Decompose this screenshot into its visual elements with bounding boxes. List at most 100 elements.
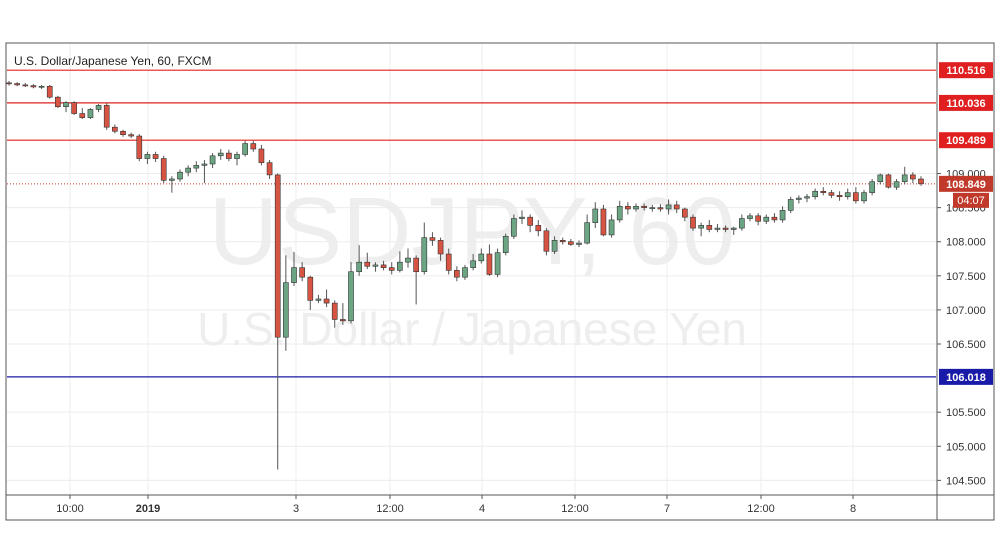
candle[interactable] [918,176,924,186]
candle[interactable] [893,179,900,190]
candle[interactable] [299,262,305,282]
candle[interactable] [413,255,419,305]
candle[interactable] [242,140,248,157]
candle[interactable] [861,189,867,204]
candle[interactable] [470,254,476,271]
candle[interactable] [144,151,151,164]
candle[interactable] [747,213,753,222]
candle[interactable] [462,264,468,280]
candle[interactable] [551,236,558,254]
candle[interactable] [274,173,281,470]
candle[interactable] [559,237,566,245]
candle[interactable] [234,151,240,166]
candles-layer[interactable] [6,80,924,470]
candle[interactable] [568,239,574,246]
candle[interactable] [690,214,696,231]
candle[interactable] [405,248,411,268]
candle[interactable] [437,237,444,261]
candle[interactable] [79,108,86,119]
candle[interactable] [844,188,851,200]
candle[interactable] [388,262,395,275]
candle[interactable] [633,203,639,212]
candle[interactable] [502,233,509,256]
candle[interactable] [217,149,224,160]
candle[interactable] [576,240,582,248]
candle[interactable] [323,289,330,308]
candle[interactable] [584,214,590,245]
candle[interactable] [226,149,232,162]
candle[interactable] [348,262,354,324]
candle[interactable] [511,214,517,239]
candle[interactable] [103,103,110,130]
candle[interactable] [486,244,493,276]
candle[interactable] [608,214,615,238]
candle[interactable] [201,159,208,184]
candle[interactable] [87,108,94,119]
time-axis[interactable]: 10:00 2019 3 12:00 4 12:00 7 12:00 8 [56,495,856,515]
candle[interactable] [160,155,167,184]
candle[interactable] [46,84,53,99]
candle[interactable] [169,176,175,193]
candle[interactable] [478,248,485,264]
candle[interactable] [730,226,737,235]
candle[interactable] [649,204,656,212]
candle[interactable] [55,95,61,109]
candle[interactable] [543,228,550,256]
candle[interactable] [592,202,599,229]
candle[interactable] [828,189,835,199]
candle[interactable] [714,224,721,233]
candle[interactable] [869,179,875,196]
candle[interactable] [266,159,273,179]
candle[interactable] [14,82,20,87]
candle[interactable] [38,84,45,89]
candle[interactable] [616,200,623,223]
candle[interactable] [779,206,786,223]
candle[interactable] [331,300,338,328]
candle[interactable] [128,132,134,139]
candle[interactable] [283,255,289,351]
candle[interactable] [641,203,647,211]
candle[interactable] [372,262,379,272]
candle[interactable] [209,153,216,169]
candle[interactable] [397,251,403,273]
candle[interactable] [698,222,704,237]
candle[interactable] [885,173,892,189]
candle[interactable] [421,222,428,275]
candle[interactable] [901,166,908,185]
candle[interactable] [519,210,525,224]
candle[interactable] [771,213,778,223]
candle[interactable] [95,104,102,113]
candle[interactable] [657,204,664,212]
candle[interactable] [250,140,257,152]
candle[interactable] [364,252,371,269]
candle[interactable] [380,260,387,271]
candle[interactable] [494,248,501,278]
candle[interactable] [258,144,265,166]
candle[interactable] [796,195,802,204]
candle[interactable] [877,173,884,185]
candle[interactable] [600,204,607,237]
candle[interactable] [136,134,143,162]
candle[interactable] [120,129,126,137]
candle[interactable] [853,187,859,204]
candle[interactable] [910,172,916,184]
candle[interactable] [739,214,745,231]
candle[interactable] [535,219,542,237]
price-axis[interactable]: 109.000108.500108.000107.500107.000106.5… [937,169,986,488]
candle[interactable] [291,251,297,287]
candle[interactable] [836,191,843,201]
candle[interactable] [152,151,159,162]
candle[interactable] [625,202,631,215]
candle[interactable] [706,219,713,233]
candle[interactable] [812,188,818,200]
candle[interactable] [63,101,69,113]
candle[interactable] [445,248,452,275]
candle[interactable] [527,214,533,233]
candle[interactable] [71,101,77,115]
candle[interactable] [763,214,770,224]
candle[interactable] [6,80,12,86]
candle[interactable] [665,199,672,215]
candle[interactable] [112,124,118,134]
candle[interactable] [820,187,827,196]
